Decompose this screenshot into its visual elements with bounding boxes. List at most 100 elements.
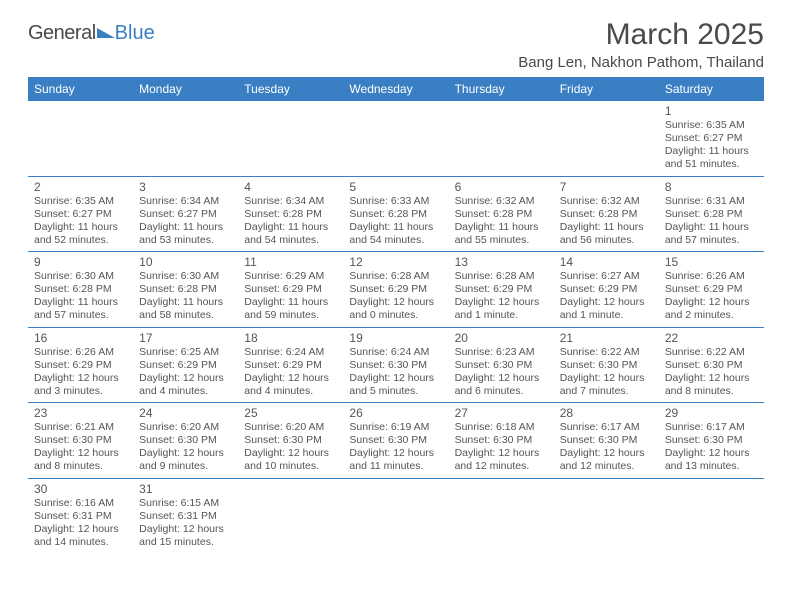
sunrise-text: Sunrise: 6:17 AM xyxy=(560,421,653,434)
sunset-text: Sunset: 6:28 PM xyxy=(665,208,758,221)
sunrise-text: Sunrise: 6:34 AM xyxy=(139,195,232,208)
day-number: 13 xyxy=(455,255,548,269)
daylight-text: Daylight: 12 hours and 12 minutes. xyxy=(560,447,653,473)
calendar-cell: 30Sunrise: 6:16 AMSunset: 6:31 PMDayligh… xyxy=(28,478,133,553)
sunset-text: Sunset: 6:27 PM xyxy=(665,132,758,145)
daylight-text: Daylight: 11 hours and 54 minutes. xyxy=(349,221,442,247)
day-info: Sunrise: 6:35 AMSunset: 6:27 PMDaylight:… xyxy=(665,119,758,172)
sunrise-text: Sunrise: 6:31 AM xyxy=(665,195,758,208)
day-number: 20 xyxy=(455,331,548,345)
daylight-text: Daylight: 11 hours and 58 minutes. xyxy=(139,296,232,322)
daylight-text: Daylight: 11 hours and 57 minutes. xyxy=(665,221,758,247)
calendar-cell xyxy=(133,101,238,176)
sunrise-text: Sunrise: 6:23 AM xyxy=(455,346,548,359)
logo-text-blue: Blue xyxy=(115,22,155,45)
daylight-text: Daylight: 12 hours and 9 minutes. xyxy=(139,447,232,473)
day-number: 18 xyxy=(244,331,337,345)
sunset-text: Sunset: 6:28 PM xyxy=(455,208,548,221)
sunset-text: Sunset: 6:30 PM xyxy=(244,434,337,447)
sunset-text: Sunset: 6:31 PM xyxy=(139,510,232,523)
daylight-text: Daylight: 12 hours and 3 minutes. xyxy=(34,372,127,398)
daylight-text: Daylight: 12 hours and 4 minutes. xyxy=(139,372,232,398)
day-info: Sunrise: 6:32 AMSunset: 6:28 PMDaylight:… xyxy=(560,195,653,248)
calendar-cell xyxy=(449,101,554,176)
daylight-text: Daylight: 12 hours and 5 minutes. xyxy=(349,372,442,398)
calendar-cell: 27Sunrise: 6:18 AMSunset: 6:30 PMDayligh… xyxy=(449,403,554,479)
calendar-cell xyxy=(554,478,659,553)
calendar-row: 2Sunrise: 6:35 AMSunset: 6:27 PMDaylight… xyxy=(28,176,764,252)
day-info: Sunrise: 6:21 AMSunset: 6:30 PMDaylight:… xyxy=(34,421,127,474)
day-number: 8 xyxy=(665,180,758,194)
sunrise-text: Sunrise: 6:32 AM xyxy=(455,195,548,208)
calendar-cell: 18Sunrise: 6:24 AMSunset: 6:29 PMDayligh… xyxy=(238,327,343,403)
sunset-text: Sunset: 6:27 PM xyxy=(34,208,127,221)
sunset-text: Sunset: 6:29 PM xyxy=(34,359,127,372)
day-header: Saturday xyxy=(659,77,764,101)
sunrise-text: Sunrise: 6:32 AM xyxy=(560,195,653,208)
day-number: 27 xyxy=(455,406,548,420)
sunset-text: Sunset: 6:30 PM xyxy=(665,359,758,372)
daylight-text: Daylight: 12 hours and 0 minutes. xyxy=(349,296,442,322)
calendar-cell: 3Sunrise: 6:34 AMSunset: 6:27 PMDaylight… xyxy=(133,176,238,252)
day-number: 9 xyxy=(34,255,127,269)
daylight-text: Daylight: 12 hours and 7 minutes. xyxy=(560,372,653,398)
daylight-text: Daylight: 11 hours and 54 minutes. xyxy=(244,221,337,247)
logo: General Blue xyxy=(28,22,155,45)
calendar-cell: 14Sunrise: 6:27 AMSunset: 6:29 PMDayligh… xyxy=(554,252,659,328)
sunrise-text: Sunrise: 6:26 AM xyxy=(665,270,758,283)
day-number: 30 xyxy=(34,482,127,496)
logo-flag-icon xyxy=(97,28,115,38)
daylight-text: Daylight: 12 hours and 14 minutes. xyxy=(34,523,127,549)
location: Bang Len, Nakhon Pathom, Thailand xyxy=(518,54,764,71)
title-block: March 2025 Bang Len, Nakhon Pathom, Thai… xyxy=(518,18,764,71)
day-info: Sunrise: 6:26 AMSunset: 6:29 PMDaylight:… xyxy=(665,270,758,323)
day-info: Sunrise: 6:28 AMSunset: 6:29 PMDaylight:… xyxy=(455,270,548,323)
day-number: 21 xyxy=(560,331,653,345)
calendar-cell: 7Sunrise: 6:32 AMSunset: 6:28 PMDaylight… xyxy=(554,176,659,252)
sunset-text: Sunset: 6:30 PM xyxy=(349,434,442,447)
day-info: Sunrise: 6:19 AMSunset: 6:30 PMDaylight:… xyxy=(349,421,442,474)
calendar-cell: 26Sunrise: 6:19 AMSunset: 6:30 PMDayligh… xyxy=(343,403,448,479)
sunset-text: Sunset: 6:29 PM xyxy=(139,359,232,372)
day-number: 24 xyxy=(139,406,232,420)
sunset-text: Sunset: 6:28 PM xyxy=(560,208,653,221)
daylight-text: Daylight: 12 hours and 8 minutes. xyxy=(34,447,127,473)
calendar-cell xyxy=(449,478,554,553)
day-number: 23 xyxy=(34,406,127,420)
calendar-cell: 12Sunrise: 6:28 AMSunset: 6:29 PMDayligh… xyxy=(343,252,448,328)
day-info: Sunrise: 6:30 AMSunset: 6:28 PMDaylight:… xyxy=(34,270,127,323)
calendar-cell: 11Sunrise: 6:29 AMSunset: 6:29 PMDayligh… xyxy=(238,252,343,328)
day-number: 22 xyxy=(665,331,758,345)
day-number: 28 xyxy=(560,406,653,420)
day-info: Sunrise: 6:33 AMSunset: 6:28 PMDaylight:… xyxy=(349,195,442,248)
day-info: Sunrise: 6:15 AMSunset: 6:31 PMDaylight:… xyxy=(139,497,232,550)
daylight-text: Daylight: 12 hours and 1 minute. xyxy=(455,296,548,322)
calendar-cell: 23Sunrise: 6:21 AMSunset: 6:30 PMDayligh… xyxy=(28,403,133,479)
sunset-text: Sunset: 6:30 PM xyxy=(455,359,548,372)
sunset-text: Sunset: 6:29 PM xyxy=(455,283,548,296)
sunrise-text: Sunrise: 6:20 AM xyxy=(244,421,337,434)
sunrise-text: Sunrise: 6:20 AM xyxy=(139,421,232,434)
day-info: Sunrise: 6:32 AMSunset: 6:28 PMDaylight:… xyxy=(455,195,548,248)
daylight-text: Daylight: 11 hours and 59 minutes. xyxy=(244,296,337,322)
day-number: 26 xyxy=(349,406,442,420)
daylight-text: Daylight: 12 hours and 2 minutes. xyxy=(665,296,758,322)
calendar-cell: 1Sunrise: 6:35 AMSunset: 6:27 PMDaylight… xyxy=(659,101,764,176)
day-number: 3 xyxy=(139,180,232,194)
day-number: 5 xyxy=(349,180,442,194)
sunrise-text: Sunrise: 6:27 AM xyxy=(560,270,653,283)
calendar-page: General Blue March 2025 Bang Len, Nakhon… xyxy=(0,0,792,571)
day-info: Sunrise: 6:30 AMSunset: 6:28 PMDaylight:… xyxy=(139,270,232,323)
calendar-cell xyxy=(28,101,133,176)
day-info: Sunrise: 6:34 AMSunset: 6:27 PMDaylight:… xyxy=(139,195,232,248)
month-title: March 2025 xyxy=(518,18,764,52)
sunset-text: Sunset: 6:28 PM xyxy=(244,208,337,221)
calendar-row: 16Sunrise: 6:26 AMSunset: 6:29 PMDayligh… xyxy=(28,327,764,403)
sunrise-text: Sunrise: 6:26 AM xyxy=(34,346,127,359)
calendar-row: 1Sunrise: 6:35 AMSunset: 6:27 PMDaylight… xyxy=(28,101,764,176)
daylight-text: Daylight: 11 hours and 56 minutes. xyxy=(560,221,653,247)
calendar-cell xyxy=(659,478,764,553)
calendar-cell: 6Sunrise: 6:32 AMSunset: 6:28 PMDaylight… xyxy=(449,176,554,252)
day-info: Sunrise: 6:28 AMSunset: 6:29 PMDaylight:… xyxy=(349,270,442,323)
calendar-cell xyxy=(238,101,343,176)
